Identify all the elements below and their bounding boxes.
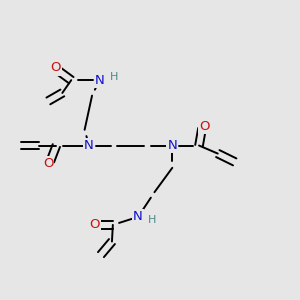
Text: O: O xyxy=(89,218,100,231)
Text: N: N xyxy=(133,210,143,224)
Text: N: N xyxy=(94,74,104,87)
Text: H: H xyxy=(110,72,118,82)
Text: H: H xyxy=(148,215,157,225)
Text: O: O xyxy=(43,157,53,170)
Text: N: N xyxy=(167,139,177,152)
Text: N: N xyxy=(84,139,94,152)
Text: O: O xyxy=(50,61,61,74)
Text: O: O xyxy=(199,120,210,133)
